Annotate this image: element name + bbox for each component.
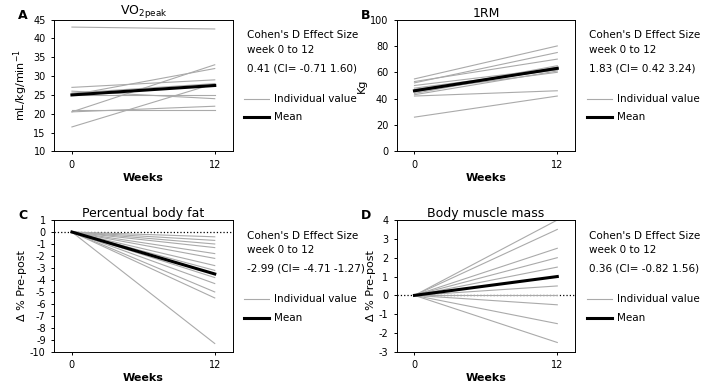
Text: Individual value: Individual value bbox=[617, 294, 699, 304]
Text: Mean: Mean bbox=[617, 112, 645, 122]
Text: 0.41 (CI= -0.71 1.60): 0.41 (CI= -0.71 1.60) bbox=[247, 63, 357, 73]
Y-axis label: Δ % Pre-post: Δ % Pre-post bbox=[366, 251, 376, 321]
Y-axis label: Kg: Kg bbox=[357, 78, 367, 93]
Text: week 0 to 12: week 0 to 12 bbox=[247, 45, 314, 55]
Text: Cohen's D Effect Size: Cohen's D Effect Size bbox=[590, 30, 701, 40]
Text: week 0 to 12: week 0 to 12 bbox=[247, 245, 314, 255]
Text: Mean: Mean bbox=[617, 313, 645, 323]
Title: Body muscle mass: Body muscle mass bbox=[428, 207, 544, 220]
Text: A: A bbox=[18, 9, 28, 22]
X-axis label: Weeks: Weeks bbox=[466, 172, 506, 183]
Text: Mean: Mean bbox=[275, 313, 303, 323]
Y-axis label: Δ % Pre-post: Δ % Pre-post bbox=[17, 251, 27, 321]
X-axis label: Weeks: Weeks bbox=[123, 172, 164, 183]
Text: Individual value: Individual value bbox=[617, 94, 699, 104]
Text: Cohen's D Effect Size: Cohen's D Effect Size bbox=[247, 231, 358, 240]
Text: B: B bbox=[361, 9, 371, 22]
X-axis label: Weeks: Weeks bbox=[123, 373, 164, 383]
Title: VO$_{2\mathrm{peak}}$: VO$_{2\mathrm{peak}}$ bbox=[120, 3, 167, 20]
Text: 0.36 (CI= -0.82 1.56): 0.36 (CI= -0.82 1.56) bbox=[590, 264, 699, 274]
Title: Percentual body fat: Percentual body fat bbox=[82, 207, 205, 220]
Text: Cohen's D Effect Size: Cohen's D Effect Size bbox=[590, 231, 701, 240]
Title: 1RM: 1RM bbox=[472, 7, 500, 20]
Text: 1.83 (CI= 0.42 3.24): 1.83 (CI= 0.42 3.24) bbox=[590, 63, 696, 73]
Text: Individual value: Individual value bbox=[275, 94, 357, 104]
Text: Mean: Mean bbox=[275, 112, 303, 122]
Text: C: C bbox=[18, 210, 27, 222]
Y-axis label: mL/kg/min$^{-1}$: mL/kg/min$^{-1}$ bbox=[12, 50, 30, 122]
X-axis label: Weeks: Weeks bbox=[466, 373, 506, 383]
Text: week 0 to 12: week 0 to 12 bbox=[590, 245, 657, 255]
Text: Cohen's D Effect Size: Cohen's D Effect Size bbox=[247, 30, 358, 40]
Text: -2.99 (CI= -4.71 -1.27): -2.99 (CI= -4.71 -1.27) bbox=[247, 264, 365, 274]
Text: D: D bbox=[361, 210, 371, 222]
Text: week 0 to 12: week 0 to 12 bbox=[590, 45, 657, 55]
Text: Individual value: Individual value bbox=[275, 294, 357, 304]
